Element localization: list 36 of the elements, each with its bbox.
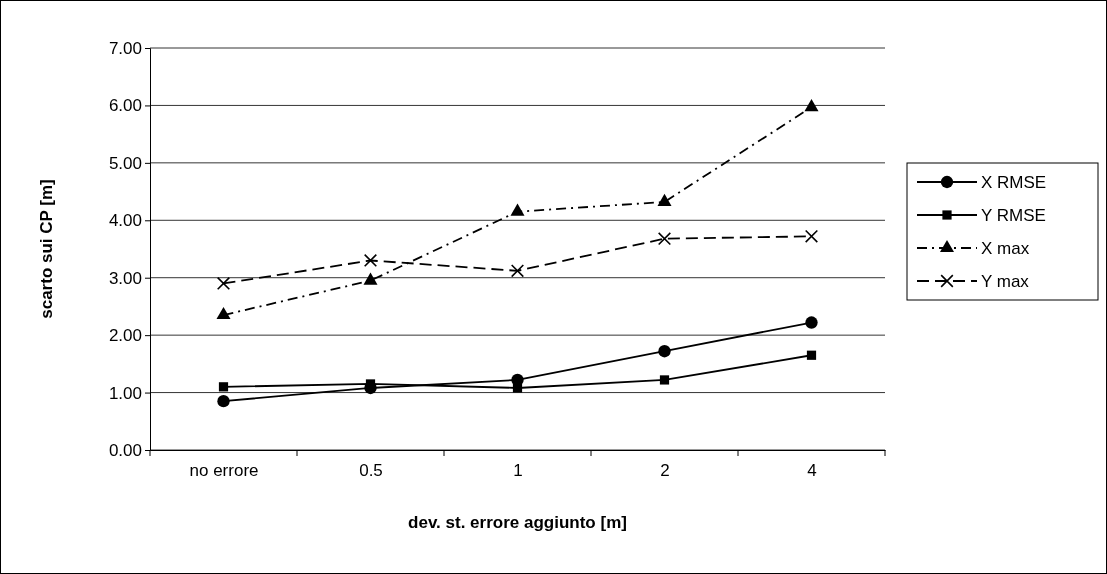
point xyxy=(512,383,523,393)
point xyxy=(657,232,672,246)
legend-label: Y RMSE xyxy=(981,206,1046,225)
y-tick-label: 6.00 xyxy=(108,96,142,116)
point xyxy=(657,193,672,206)
legend-label: X max xyxy=(981,239,1030,258)
point xyxy=(805,316,818,329)
y-tick-label: 4.00 xyxy=(108,211,142,231)
point xyxy=(217,395,230,408)
point xyxy=(804,229,819,243)
y-tick-label: 3.00 xyxy=(108,268,142,288)
legend-label: Y max xyxy=(981,272,1030,291)
x-tick-label: 2 xyxy=(660,461,670,481)
point xyxy=(218,382,229,392)
y-tick-label: 1.00 xyxy=(108,383,142,403)
y-tick-label: 0.00 xyxy=(108,440,142,460)
y-axis-title: scarto sui CP [m] xyxy=(37,179,56,319)
point xyxy=(510,264,525,278)
y-tick-label: 5.00 xyxy=(108,153,142,173)
point xyxy=(216,306,231,320)
x-tick-label: 1 xyxy=(513,461,523,481)
point xyxy=(363,253,378,268)
y-tick-label: 2.00 xyxy=(108,326,142,346)
point xyxy=(510,203,525,216)
x-tick-label: no errore xyxy=(189,461,259,481)
point xyxy=(658,345,671,358)
legend-label: X RMSE xyxy=(981,173,1047,192)
x-tick-label: 4 xyxy=(807,461,817,481)
point xyxy=(216,276,231,291)
x-axis-title: dev. st. errore aggiunto [m] xyxy=(408,513,627,532)
y-tick-label: 7.00 xyxy=(108,38,142,58)
point xyxy=(806,350,817,360)
point xyxy=(659,375,670,385)
point xyxy=(804,99,819,112)
x-tick-label: 0.5 xyxy=(359,461,383,481)
point xyxy=(363,272,378,285)
